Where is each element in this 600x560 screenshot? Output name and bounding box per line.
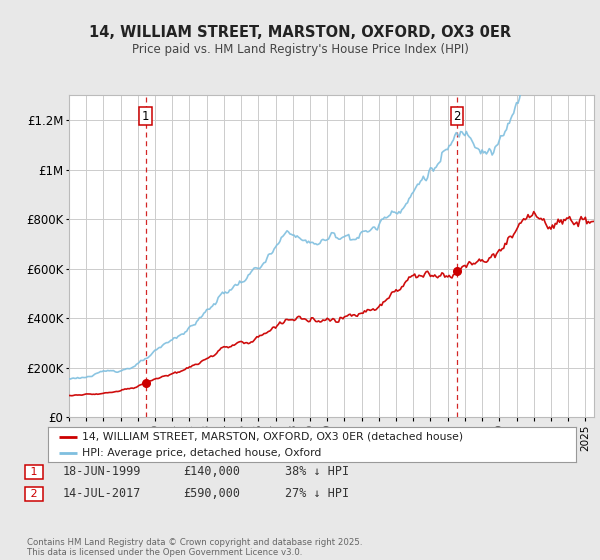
- Text: £140,000: £140,000: [183, 465, 240, 478]
- Text: HPI: Average price, detached house, Oxford: HPI: Average price, detached house, Oxfo…: [82, 449, 322, 458]
- Text: 14, WILLIAM STREET, MARSTON, OXFORD, OX3 0ER (detached house): 14, WILLIAM STREET, MARSTON, OXFORD, OX3…: [82, 432, 463, 442]
- Text: 1: 1: [142, 110, 149, 123]
- Text: Price paid vs. HM Land Registry's House Price Index (HPI): Price paid vs. HM Land Registry's House …: [131, 43, 469, 55]
- Text: 14-JUL-2017: 14-JUL-2017: [63, 487, 142, 501]
- Text: 2: 2: [453, 110, 461, 123]
- Text: 27% ↓ HPI: 27% ↓ HPI: [285, 487, 349, 501]
- Text: £590,000: £590,000: [183, 487, 240, 501]
- Text: 14, WILLIAM STREET, MARSTON, OXFORD, OX3 0ER: 14, WILLIAM STREET, MARSTON, OXFORD, OX3…: [89, 25, 511, 40]
- Text: 18-JUN-1999: 18-JUN-1999: [63, 465, 142, 478]
- Text: 2: 2: [27, 489, 41, 499]
- Text: 38% ↓ HPI: 38% ↓ HPI: [285, 465, 349, 478]
- Text: 1: 1: [27, 466, 41, 477]
- Text: Contains HM Land Registry data © Crown copyright and database right 2025.
This d: Contains HM Land Registry data © Crown c…: [27, 538, 362, 557]
